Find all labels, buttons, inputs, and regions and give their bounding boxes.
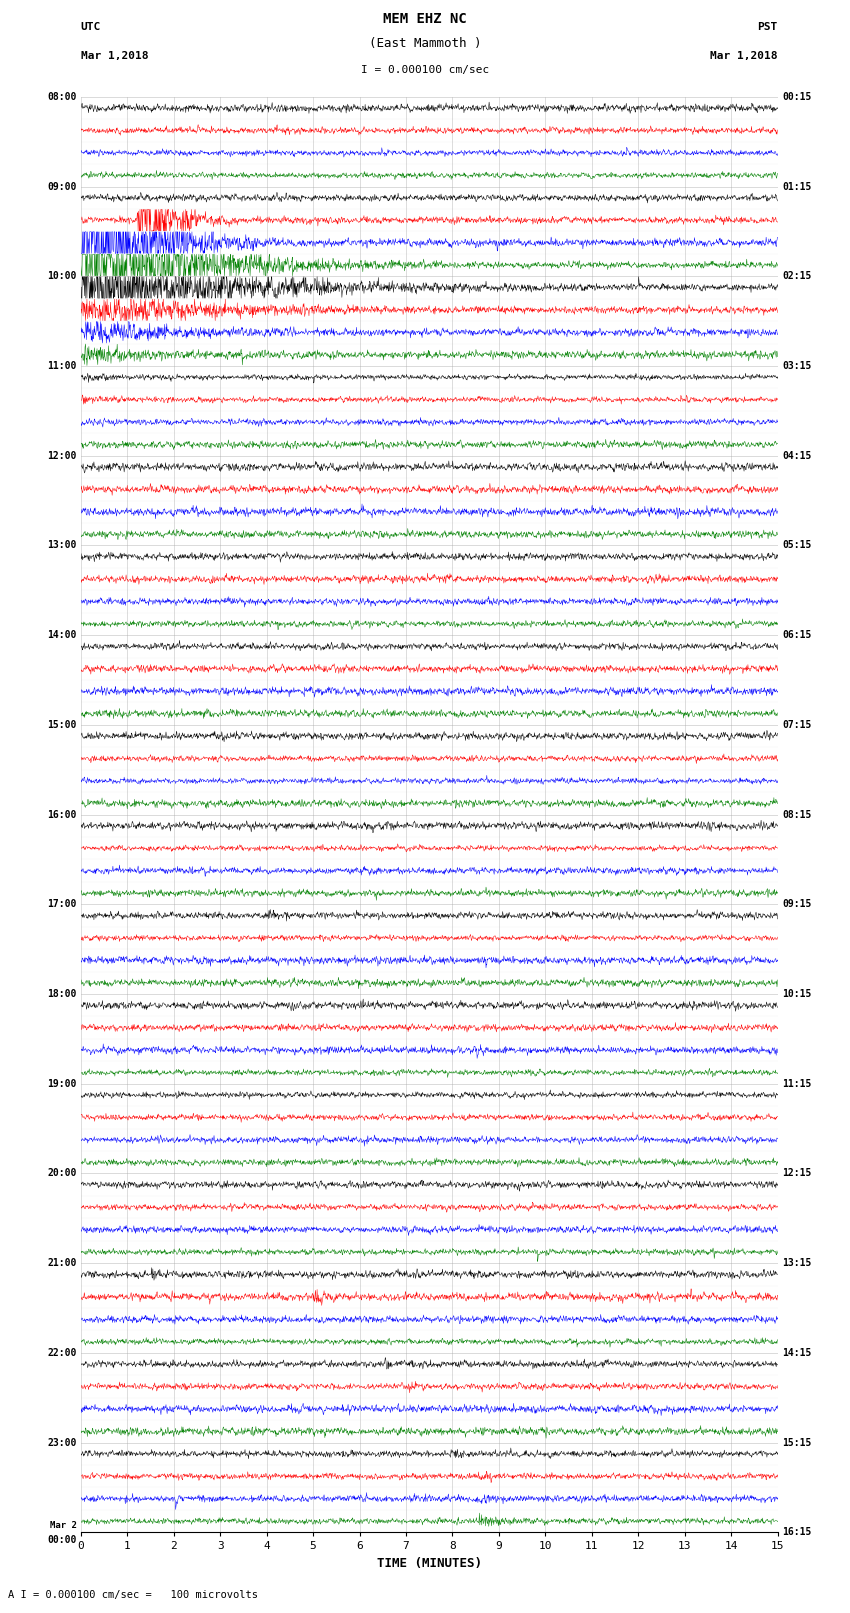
Text: 16:00: 16:00 (47, 810, 76, 819)
Text: 15:00: 15:00 (47, 719, 76, 729)
Text: 10:00: 10:00 (47, 271, 76, 281)
Text: 03:15: 03:15 (782, 361, 812, 371)
Text: 07:15: 07:15 (782, 719, 812, 729)
Text: UTC: UTC (81, 23, 101, 32)
Text: 05:15: 05:15 (782, 540, 812, 550)
Text: 08:00: 08:00 (47, 92, 76, 102)
Text: 13:00: 13:00 (47, 540, 76, 550)
Text: PST: PST (757, 23, 778, 32)
Text: 09:15: 09:15 (782, 900, 812, 910)
Text: 09:00: 09:00 (47, 182, 76, 192)
X-axis label: TIME (MINUTES): TIME (MINUTES) (377, 1557, 482, 1569)
Text: 11:15: 11:15 (782, 1079, 812, 1089)
Text: Mar 1,2018: Mar 1,2018 (711, 52, 778, 61)
Text: 04:15: 04:15 (782, 450, 812, 461)
Text: 22:00: 22:00 (47, 1348, 76, 1358)
Text: 23:00: 23:00 (47, 1437, 76, 1447)
Text: 12:00: 12:00 (47, 450, 76, 461)
Text: 15:15: 15:15 (782, 1437, 812, 1447)
Text: 19:00: 19:00 (47, 1079, 76, 1089)
Text: Mar 2: Mar 2 (49, 1521, 76, 1529)
Text: 21:00: 21:00 (47, 1258, 76, 1268)
Text: I = 0.000100 cm/sec: I = 0.000100 cm/sec (361, 65, 489, 74)
Text: 18:00: 18:00 (47, 989, 76, 998)
Text: Mar 1,2018: Mar 1,2018 (81, 52, 148, 61)
Text: A I = 0.000100 cm/sec =   100 microvolts: A I = 0.000100 cm/sec = 100 microvolts (8, 1590, 258, 1600)
Text: MEM EHZ NC: MEM EHZ NC (383, 13, 467, 26)
Text: 10:15: 10:15 (782, 989, 812, 998)
Text: 17:00: 17:00 (47, 900, 76, 910)
Text: 08:15: 08:15 (782, 810, 812, 819)
Text: (East Mammoth ): (East Mammoth ) (369, 37, 481, 50)
Text: 20:00: 20:00 (47, 1168, 76, 1179)
Text: 00:15: 00:15 (782, 92, 812, 102)
Text: 01:15: 01:15 (782, 182, 812, 192)
Text: 16:15: 16:15 (782, 1528, 812, 1537)
Text: 14:15: 14:15 (782, 1348, 812, 1358)
Text: 12:15: 12:15 (782, 1168, 812, 1179)
Text: 00:00: 00:00 (47, 1536, 76, 1545)
Text: 02:15: 02:15 (782, 271, 812, 281)
Text: 13:15: 13:15 (782, 1258, 812, 1268)
Text: 06:15: 06:15 (782, 631, 812, 640)
Text: 14:00: 14:00 (47, 631, 76, 640)
Text: 11:00: 11:00 (47, 361, 76, 371)
